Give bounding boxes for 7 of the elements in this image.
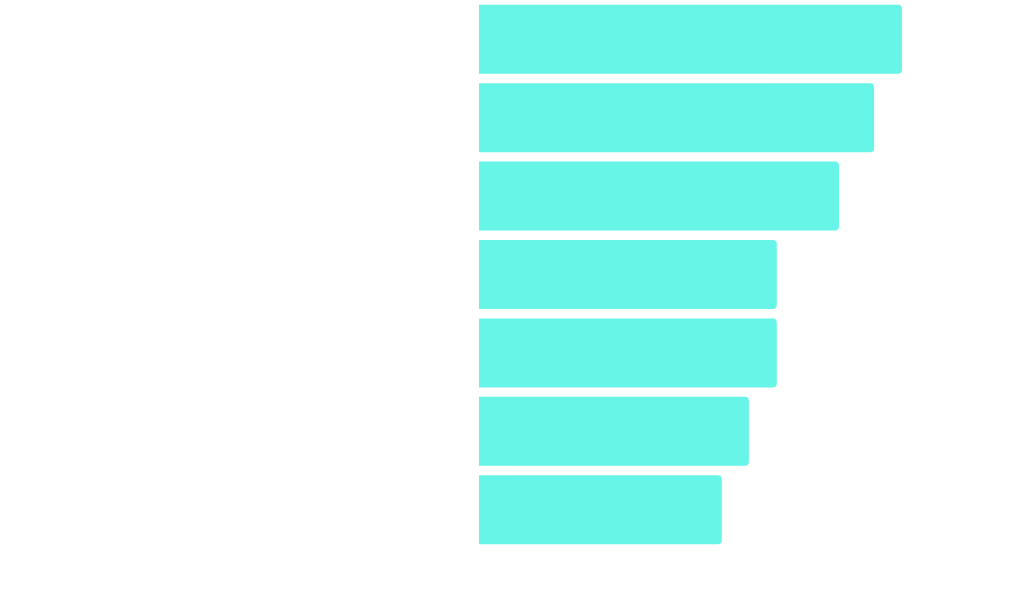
bar — [479, 239, 777, 310]
bar — [479, 396, 749, 466]
bar — [479, 83, 875, 153]
bar — [479, 4, 902, 74]
bar — [479, 475, 722, 545]
bar — [479, 161, 839, 231]
bar — [479, 318, 777, 388]
